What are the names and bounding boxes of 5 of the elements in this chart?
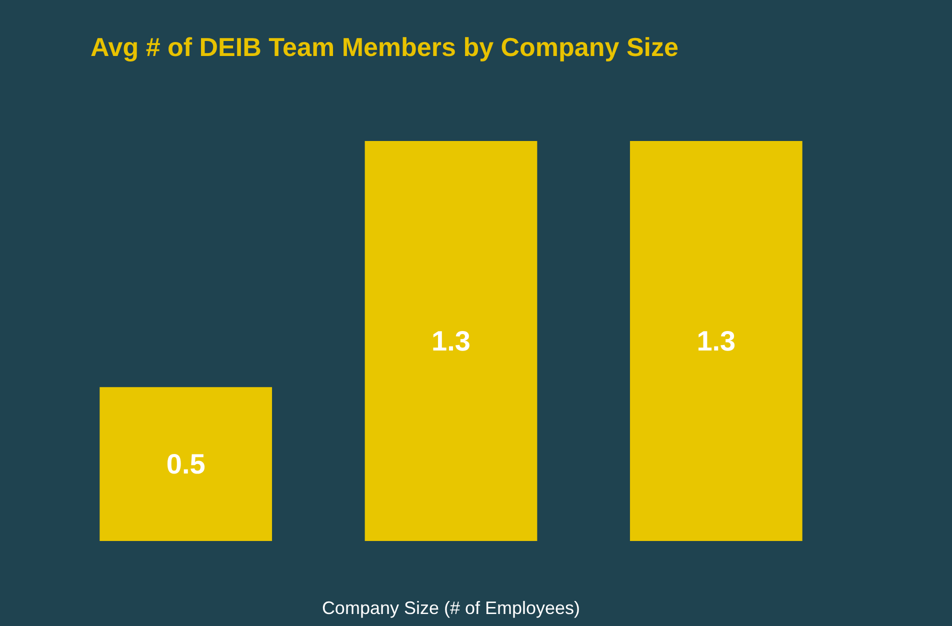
x-axis-title: Company Size (# of Employees) (322, 598, 580, 618)
data-label: 1.3 (696, 326, 736, 357)
data-label: 1.3 (432, 326, 470, 357)
chart-title: Avg # of DEIB Team Members by Company Size (90, 32, 678, 62)
data-label: 0.5 (166, 448, 206, 480)
